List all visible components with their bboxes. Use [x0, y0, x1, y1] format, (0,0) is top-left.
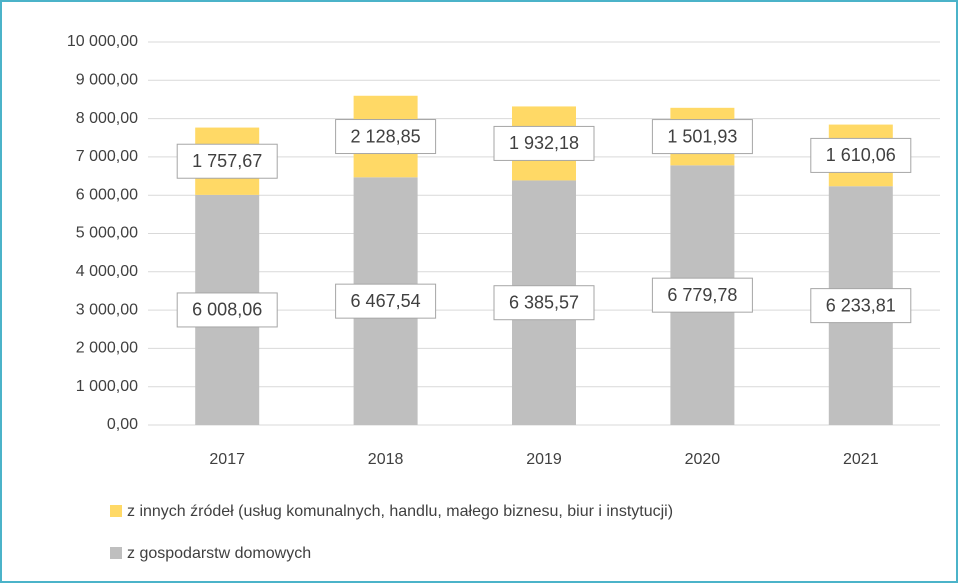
value-label-box [651, 119, 753, 155]
y-tick-label: 0,00 [107, 416, 138, 433]
y-tick-label: 8 000,00 [76, 110, 138, 127]
x-tick-label: 2020 [685, 451, 721, 468]
y-tick-label: 4 000,00 [76, 263, 138, 280]
x-tick-label: 2018 [368, 451, 404, 468]
x-tick-label: 2019 [526, 451, 562, 468]
value-label-box [335, 283, 437, 319]
value-label-box [651, 277, 753, 313]
legend-swatch [110, 547, 122, 559]
value-label: 1 501,93 [667, 126, 737, 146]
legend-label: z gospodarstw domowych [127, 545, 311, 562]
value-label: 1 610,06 [826, 145, 896, 165]
y-tick-label: 2 000,00 [76, 340, 138, 357]
value-label: 1 757,67 [192, 151, 262, 171]
value-label: 6 779,78 [667, 285, 737, 305]
value-label: 6 008,06 [192, 300, 262, 320]
value-label-box [493, 125, 595, 161]
y-tick-label: 5 000,00 [76, 225, 138, 242]
value-label: 6 385,57 [509, 292, 579, 312]
x-tick-label: 2021 [843, 451, 879, 468]
value-label: 6 467,54 [351, 291, 421, 311]
y-tick-label: 6 000,00 [76, 186, 138, 203]
y-tick-label: 3 000,00 [76, 301, 138, 318]
value-label: 2 128,85 [351, 126, 421, 146]
y-tick-label: 1 000,00 [76, 378, 138, 395]
value-label: 6 233,81 [826, 295, 896, 315]
value-label-box [176, 292, 278, 328]
value-label-box [176, 143, 278, 179]
x-tick-label: 2017 [209, 451, 245, 468]
value-label-box [335, 119, 437, 155]
y-tick-label: 10 000,00 [67, 33, 138, 50]
legend-label: z innych źródeł (usług komunalnych, hand… [127, 503, 673, 520]
value-label-box [810, 137, 912, 173]
y-tick-label: 9 000,00 [76, 72, 138, 89]
y-tick-label: 7 000,00 [76, 148, 138, 165]
legend-swatch [110, 505, 122, 517]
value-label-box [493, 285, 595, 321]
value-label-box [810, 288, 912, 324]
value-label: 1 932,18 [509, 133, 579, 153]
